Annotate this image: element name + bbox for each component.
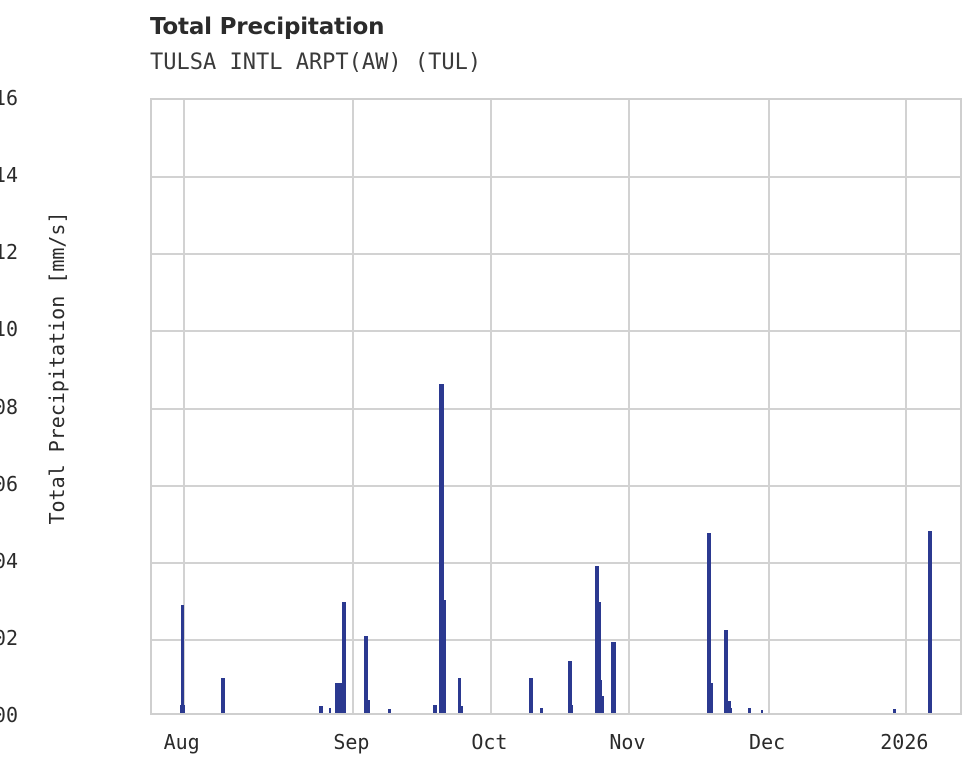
precipitation-bar: [727, 708, 732, 713]
precipitation-bar: [439, 384, 445, 713]
chart-subtitle-station: TULSA INTL ARPT(AW) (TUL): [150, 50, 482, 75]
precipitation-bar: [458, 706, 463, 713]
gridline-horizontal: [152, 484, 960, 487]
gridline-vertical: [490, 100, 493, 713]
y-tick-label: 0.002: [0, 625, 18, 650]
gridline-vertical: [352, 100, 355, 713]
precipitation-bar: [724, 629, 729, 713]
precipitation-bar: [595, 601, 602, 713]
x-tick-label: Oct: [471, 730, 508, 754]
precipitation-bar: [457, 677, 462, 713]
precipitation-bar: [529, 677, 533, 713]
chart-title: Total Precipitation: [150, 14, 385, 40]
precipitation-bar: [725, 700, 731, 713]
plot-area: [150, 98, 962, 715]
precipitation-bar: [760, 709, 764, 713]
precipitation-bar: [597, 696, 604, 713]
gridline-vertical: [182, 100, 185, 713]
precipitation-bar: [335, 682, 342, 713]
precipitation-bar: [892, 708, 896, 713]
precipitation-bar: [611, 701, 616, 713]
y-tick-label: 0.000: [0, 703, 18, 727]
precipitation-bar: [611, 642, 616, 713]
x-tick-label: Dec: [749, 730, 786, 754]
precipitation-bar: [387, 708, 392, 713]
precipitation-bar: [221, 677, 226, 713]
gridline-horizontal: [152, 176, 960, 179]
gridline-horizontal: [152, 561, 960, 564]
x-tick-label: Aug: [163, 730, 200, 754]
y-tick-label: 0.016: [0, 86, 18, 110]
y-tick-label: 0.012: [0, 240, 18, 265]
precipitation-bar: [328, 708, 332, 713]
precipitation-bar: [441, 643, 446, 713]
gridline-vertical: [628, 100, 631, 713]
y-tick-label: 0.010: [0, 317, 18, 342]
precipitation-bar: [927, 531, 932, 713]
x-tick-label: Nov: [609, 730, 646, 754]
gridline-horizontal: [152, 407, 960, 410]
precipitation-bar: [707, 533, 712, 713]
y-tick-label: 0.014: [0, 163, 18, 188]
precipitation-bar: [432, 704, 437, 713]
y-tick-label: 0.004: [0, 548, 18, 573]
y-tick-label: 0.006: [0, 471, 18, 496]
gridline-horizontal: [152, 253, 960, 256]
y-tick-label: 0.008: [0, 394, 18, 419]
precipitation-bar: [539, 708, 543, 713]
precipitation-bar: [365, 699, 370, 713]
precipitation-bar: [748, 708, 752, 713]
precipitation-bar: [342, 618, 346, 713]
precipitation-bar: [180, 604, 185, 713]
precipitation-bar: [318, 706, 324, 713]
precipitation-bar: [364, 635, 369, 713]
precipitation-bar: [568, 660, 572, 713]
gridline-horizontal: [152, 330, 960, 333]
x-tick-label: Sep: [333, 730, 370, 754]
y-axis-label: Total Precipitation [mm/s]: [45, 211, 69, 525]
precipitation-bar: [569, 704, 573, 713]
gridline-horizontal: [152, 638, 960, 641]
precipitation-bar: [708, 696, 714, 713]
precipitation-bar: [180, 704, 186, 713]
x-tick-label: 2026: [880, 730, 929, 754]
gridline-vertical: [905, 100, 908, 713]
gridline-vertical: [768, 100, 771, 713]
